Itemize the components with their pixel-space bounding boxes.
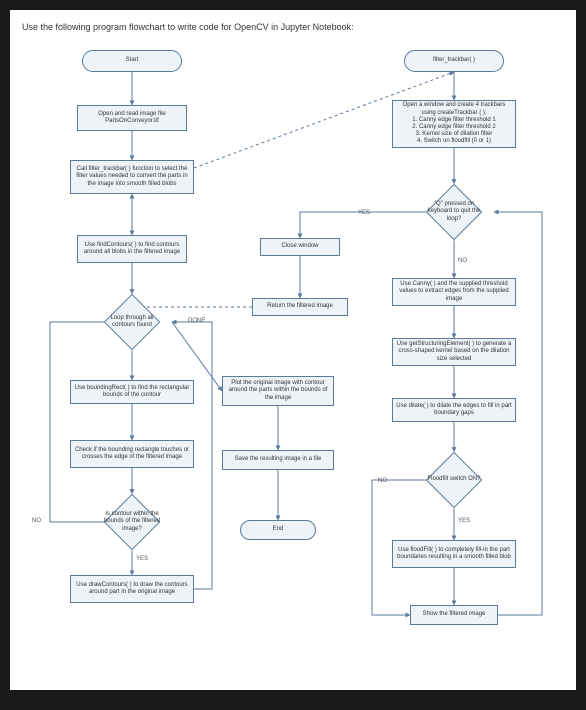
- page: Use the following program flowchart to w…: [10, 10, 576, 690]
- edge-label-loop-plot: DONE: [188, 318, 205, 324]
- node-dilate: Use dilate( ) to dilate the edges to fil…: [392, 398, 516, 422]
- node-floodfill: Use floodFill( ) to completely fill-in t…: [392, 540, 516, 568]
- node-filterfn: filter_trackbar( ): [404, 50, 504, 72]
- node-end: End: [240, 520, 316, 540]
- edge-within-loop: [50, 322, 112, 522]
- edge-label-qpress-canny: NO: [458, 258, 467, 264]
- node-drawcont: Use drawContours( ) to draw the contours…: [70, 575, 194, 603]
- node-findcont: Use findContours( ) to find contours aro…: [77, 235, 187, 263]
- node-save: Save the resulting image in a file: [222, 450, 334, 470]
- node-closewin: Close window: [260, 238, 340, 256]
- edge-label-within-loop: NO: [32, 518, 41, 524]
- edge-label-qpress-closewin: YES: [358, 210, 370, 216]
- node-struct: Use getStructuringElement( ) to generate…: [392, 338, 516, 366]
- edge-label-flood-floodfill: YES: [458, 518, 470, 524]
- page-title: Use the following program flowchart to w…: [22, 22, 564, 32]
- node-openwin: Open a window and create 4 trackbars usi…: [392, 100, 516, 148]
- node-retfilt: Return the filtered image: [252, 298, 348, 316]
- node-canny: Use Canny( ) and the supplied threshold …: [392, 278, 516, 306]
- node-bounding: Use boundingRect( ) to find the rectangu…: [70, 380, 194, 404]
- node-within: [104, 494, 161, 551]
- node-qpress: [426, 184, 483, 241]
- edge-label-within-drawcont: YES: [136, 556, 148, 562]
- node-checkedge: Check if the bounding rectangle touches …: [70, 440, 194, 468]
- node-plot: Plot the original image with contour aro…: [222, 376, 334, 406]
- node-show: Show the filtered image: [410, 605, 498, 625]
- node-flood: [426, 452, 483, 509]
- edge-label-flood-show: NO: [378, 478, 387, 484]
- flowchart-canvas: Start Open and read image file PartsOnCon…: [22, 40, 564, 680]
- node-callfilter: Call filter_trackbar( ) function to sele…: [70, 160, 194, 194]
- node-open: Open and read image file PartsOnConveyor…: [77, 105, 187, 131]
- node-loop: [104, 294, 161, 351]
- node-start: Start: [82, 50, 182, 72]
